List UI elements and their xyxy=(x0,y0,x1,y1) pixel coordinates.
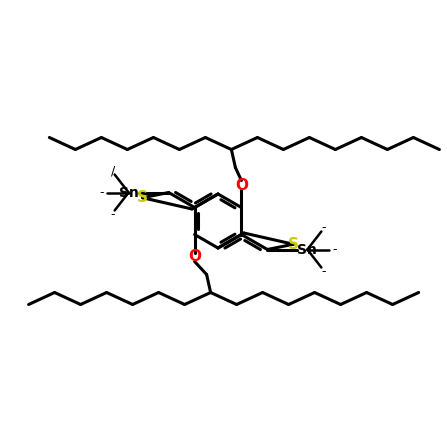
Text: S: S xyxy=(137,190,148,205)
Text: -: - xyxy=(332,243,337,256)
Text: S: S xyxy=(288,237,299,252)
Text: O: O xyxy=(188,249,201,264)
Text: -: - xyxy=(110,208,115,221)
Text: /: / xyxy=(110,164,115,177)
Text: -: - xyxy=(321,221,325,234)
Text: -: - xyxy=(99,186,104,199)
Text: Sn: Sn xyxy=(297,242,317,256)
Text: Sn: Sn xyxy=(119,186,139,199)
Text: O: O xyxy=(235,178,248,193)
Text: -: - xyxy=(321,265,325,278)
